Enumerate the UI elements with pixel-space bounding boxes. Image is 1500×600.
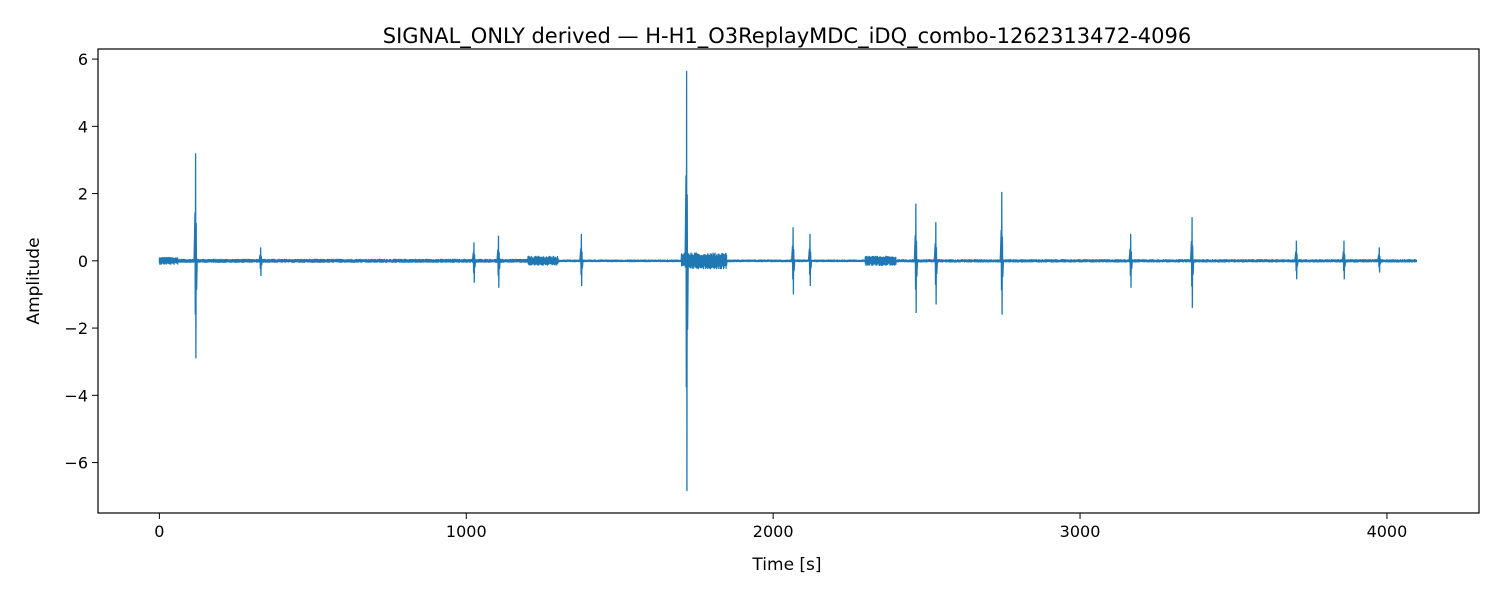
y-tick-label: 6	[78, 50, 88, 69]
signal-spike	[913, 203, 919, 313]
y-tick-label: −6	[64, 454, 88, 473]
y-tick-label: 0	[78, 252, 88, 271]
signal-spike	[471, 242, 477, 283]
signal-spike	[258, 247, 263, 276]
signal-trace	[158, 70, 1417, 492]
chart-title: SIGNAL_ONLY derived — H-H1_O3ReplayMDC_i…	[383, 24, 1192, 49]
signal-spike	[790, 227, 796, 295]
x-tick-label: 2000	[753, 522, 794, 541]
signal-spike	[1128, 233, 1133, 288]
signal-noise-band	[158, 252, 1417, 270]
signal-spike	[933, 222, 939, 305]
x-tick-label: 0	[154, 522, 164, 541]
x-tick-label: 4000	[1367, 522, 1408, 541]
y-tick-label: −2	[64, 319, 88, 338]
axes-frame	[97, 48, 1480, 514]
y-axis-label: Amplitude	[24, 237, 44, 324]
signal-spike	[999, 191, 1005, 315]
y-tick-label: 2	[78, 185, 88, 204]
signal-spike	[193, 153, 198, 359]
x-axis-label: Time [s]	[751, 555, 821, 575]
plot-background	[98, 49, 1479, 513]
x-tick-label: 3000	[1060, 522, 1101, 541]
signal-spike	[496, 235, 501, 288]
y-tick-label: −4	[64, 386, 88, 405]
x-tick-label: 1000	[446, 522, 487, 541]
signal-spike	[1189, 217, 1195, 308]
signal-spike	[1341, 240, 1347, 280]
signal-spike	[1294, 240, 1299, 280]
x-axis-ticks: 0 1000 2000 3000 4000	[154, 513, 1407, 541]
y-axis-ticks: −6 −4 −2 0 2 4 6	[64, 50, 98, 473]
plot-area	[97, 48, 1480, 514]
signal-spike	[579, 233, 584, 287]
signal-spike	[684, 70, 689, 492]
signal-spike	[1377, 247, 1382, 273]
y-tick-label: 4	[78, 117, 88, 136]
signal-spike	[807, 233, 813, 287]
